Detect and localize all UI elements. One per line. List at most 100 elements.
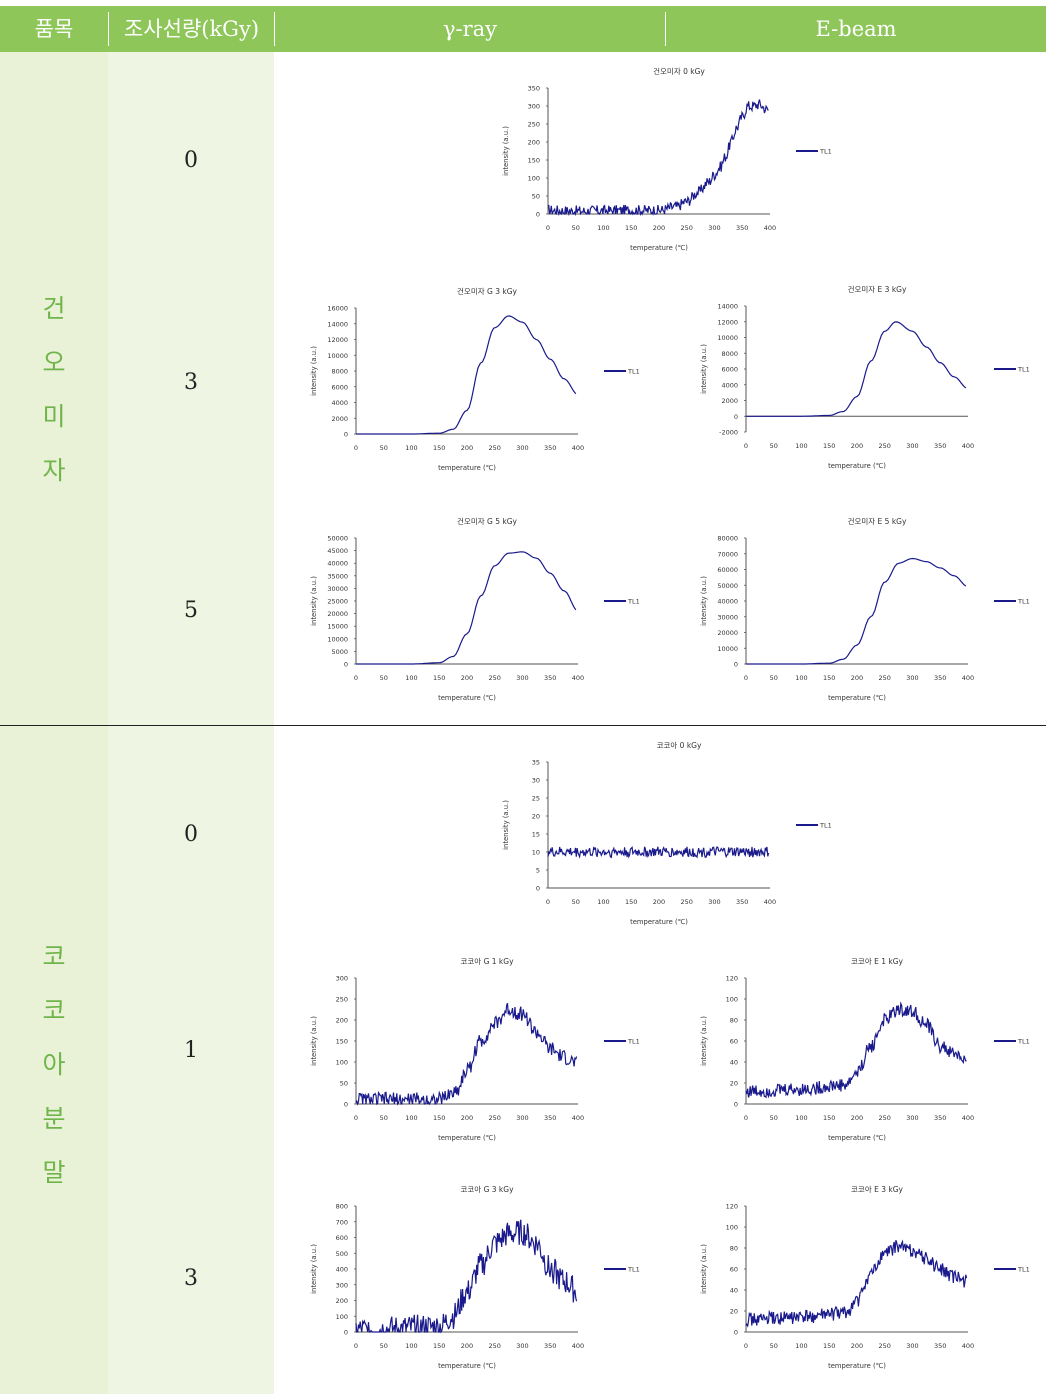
x-axis-label: temperature (℃) — [828, 462, 886, 470]
x-tick-label: 400 — [572, 444, 584, 452]
item-name-omija: 건 오 미 자 — [0, 282, 108, 498]
x-tick-label: 100 — [795, 1114, 807, 1122]
y-tick-label: 60000 — [717, 566, 738, 574]
y-tick-label: 12000 — [327, 336, 348, 344]
y-tick-label: 150 — [528, 157, 540, 165]
tl-glow-chart-cocoa-e3: 코코아 E 3 kGy 0 20 40 60 80 100 120 0 50 100 150 200 25… — [700, 1184, 1030, 1370]
y-tick-label: 10000 — [327, 352, 348, 360]
x-tick-label: 350 — [736, 898, 748, 906]
y-tick-label: 6000 — [331, 383, 348, 391]
x-tick-label: 350 — [736, 224, 748, 232]
dose-column-band — [108, 726, 274, 1394]
dose-value: 0 — [184, 148, 198, 173]
y-tick-label: 4000 — [721, 381, 738, 389]
y-tick-label: 80000 — [717, 535, 738, 543]
legend-label: TL1 — [627, 598, 640, 606]
x-tick-label: 150 — [823, 674, 835, 682]
series-line — [746, 557, 967, 665]
y-tick-label: 20000 — [327, 610, 348, 618]
y-tick-label: 100 — [726, 1224, 738, 1232]
legend-label: TL1 — [819, 148, 832, 156]
y-axis-label: intensity (a.u.) — [310, 1016, 318, 1066]
x-tick-label: 200 — [461, 1114, 473, 1122]
y-tick-label: 70000 — [717, 550, 738, 558]
y-tick-label: 300 — [336, 975, 348, 983]
chart-title: 건오미자 G 5 kGy — [457, 516, 517, 526]
y-tick-label: 0 — [344, 1329, 348, 1337]
x-tick-label: 150 — [625, 224, 637, 232]
y-tick-label: 0 — [344, 431, 348, 439]
item-column-band — [0, 726, 108, 1394]
y-tick-label: 0 — [536, 211, 540, 219]
x-tick-label: 250 — [879, 442, 891, 450]
x-tick-label: 300 — [906, 442, 918, 450]
x-tick-label: 400 — [962, 1342, 974, 1350]
y-tick-label: 25 — [532, 795, 540, 803]
x-tick-label: 400 — [764, 898, 776, 906]
item-char: 말 — [42, 1158, 66, 1187]
x-tick-label: 100 — [795, 1342, 807, 1350]
y-tick-label: 80 — [730, 1245, 738, 1253]
x-tick-label: 250 — [879, 1114, 891, 1122]
x-tick-label: 250 — [681, 224, 693, 232]
y-tick-label: 40000 — [327, 560, 348, 568]
y-tick-label: 200 — [336, 1017, 348, 1025]
x-tick-label: 50 — [572, 898, 580, 906]
y-tick-label: 35000 — [327, 572, 348, 580]
x-tick-label: 250 — [489, 1114, 501, 1122]
y-tick-label: 5000 — [331, 648, 348, 656]
x-tick-label: 50 — [770, 1342, 778, 1350]
x-tick-label: 200 — [851, 442, 863, 450]
x-tick-label: 100 — [405, 444, 417, 452]
y-tick-label: 200 — [528, 139, 540, 147]
y-tick-label: 0 — [536, 885, 540, 893]
y-tick-label: 80 — [730, 1017, 738, 1025]
header-gamma: γ-ray — [442, 17, 498, 41]
chart-title: 건오미자 0 kGy — [653, 66, 705, 76]
series-line — [547, 99, 769, 217]
y-tick-label: 10000 — [717, 334, 738, 342]
x-tick-label: 150 — [433, 444, 445, 452]
x-tick-label: 150 — [823, 442, 835, 450]
series-line — [547, 846, 770, 859]
chart-title: 코코아 G 3 kGy — [460, 1184, 514, 1194]
y-tick-label: 20000 — [717, 629, 738, 637]
y-tick-label: 0 — [734, 1329, 738, 1337]
x-tick-label: 50 — [770, 442, 778, 450]
y-tick-label: 300 — [528, 103, 540, 111]
series-line — [355, 1219, 578, 1334]
x-tick-label: 300 — [708, 898, 720, 906]
y-tick-label: 40000 — [717, 598, 738, 606]
x-axis-label: temperature (℃) — [438, 464, 496, 472]
chart-title: 건오미자 E 3 kGy — [848, 284, 907, 294]
x-axis-label: temperature (℃) — [828, 1134, 886, 1142]
item-char: 자 — [42, 456, 66, 485]
y-tick-label: 60 — [730, 1038, 738, 1046]
y-tick-label: 45000 — [327, 547, 348, 555]
x-tick-label: 300 — [516, 1342, 528, 1350]
x-tick-label: 200 — [653, 898, 665, 906]
tl-glow-chart-omija-e5: 건오미자 E 5 kGy 0 10000 20000 30000 40000 50000 60… — [700, 516, 1030, 702]
item-name-cocoa: 코 코 아 분 말 — [0, 930, 108, 1200]
x-tick-label: 100 — [405, 1342, 417, 1350]
x-tick-label: 100 — [597, 224, 609, 232]
x-tick-label: 350 — [934, 674, 946, 682]
y-tick-label: 2000 — [331, 415, 348, 423]
dose-column-band — [108, 52, 274, 725]
x-tick-label: 350 — [544, 1342, 556, 1350]
y-tick-label: 50000 — [717, 582, 738, 590]
y-tick-label: 600 — [336, 1234, 348, 1242]
x-tick-label: 50 — [380, 674, 388, 682]
legend-label: TL1 — [627, 368, 640, 376]
y-tick-label: 500 — [336, 1250, 348, 1258]
y-tick-label: 0 — [344, 661, 348, 669]
x-tick-label: 0 — [744, 674, 748, 682]
y-tick-label: 6000 — [721, 366, 738, 374]
y-tick-label: 100 — [726, 996, 738, 1004]
y-tick-label: 40 — [730, 1059, 738, 1067]
item-char: 코 — [42, 996, 66, 1025]
x-tick-label: 0 — [546, 224, 550, 232]
x-tick-label: 150 — [823, 1114, 835, 1122]
x-tick-label: 400 — [764, 224, 776, 232]
